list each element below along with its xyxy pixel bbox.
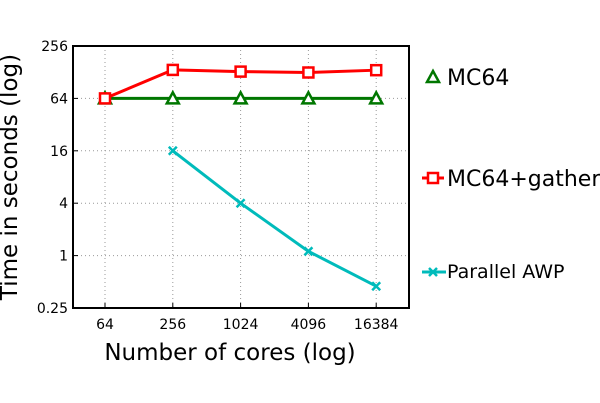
series-mc64: [96, 89, 385, 105]
legend-marker-x-icon: [428, 267, 438, 277]
data-point: [166, 63, 180, 77]
y-axis-label: Time in seconds (log): [0, 54, 23, 301]
data-point: [234, 65, 247, 78]
series-parallel-awp: [167, 145, 382, 292]
series-mc64-gather: [98, 63, 383, 105]
x-tick-label: 4096: [291, 317, 327, 333]
data-point: [371, 281, 382, 292]
data-point: [368, 89, 385, 105]
y-tick-label: 0.25: [37, 301, 68, 317]
x-tick-label: 256: [159, 317, 186, 333]
data-point: [98, 92, 112, 105]
data-point: [300, 89, 317, 105]
legend-label: MC64: [447, 66, 509, 91]
y-tick-label: 1: [59, 249, 68, 265]
grid: [73, 45, 409, 309]
legend-marker-square-icon: [426, 171, 440, 185]
data-point: [235, 198, 246, 209]
data-point: [164, 89, 181, 105]
data-point: [232, 89, 249, 105]
x-tick-label: 64: [96, 317, 114, 333]
legend-label: Parallel AWP: [447, 261, 564, 283]
series-line: [171, 149, 377, 288]
legend-label: MC64+gather: [447, 167, 600, 192]
y-tick-label: 16: [50, 144, 68, 160]
data-point: [303, 246, 314, 257]
legend: MC64 MC64+gather Parallel AWP: [422, 66, 600, 283]
y-tick-label: 256: [41, 39, 68, 55]
x-tick-label: 16384: [354, 317, 399, 333]
plot-frame: [72, 45, 410, 309]
data-point: [369, 63, 383, 77]
x-axis-label: Number of cores (log): [104, 340, 355, 366]
y-tick-label: 64: [50, 91, 68, 107]
y-tick-label: 4: [59, 196, 68, 212]
x-tick-label: 1024: [223, 317, 259, 333]
legend-marker-triangle-icon: [424, 68, 442, 84]
data-point: [167, 145, 178, 156]
data-point: [302, 66, 315, 79]
